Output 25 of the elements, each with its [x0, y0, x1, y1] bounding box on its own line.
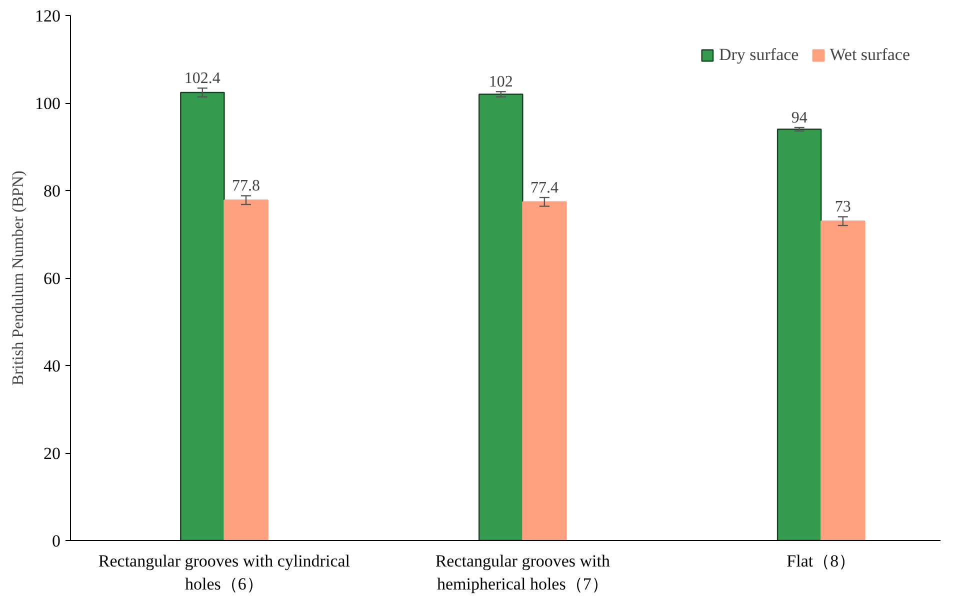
bar	[776, 128, 822, 540]
legend-label: Wet surface	[830, 45, 910, 65]
data-label: 102	[488, 73, 513, 90]
data-label: 94	[791, 109, 808, 126]
data-label: 102.4	[184, 70, 220, 87]
bar	[180, 92, 225, 540]
x-tick-label: Flat（8）	[786, 552, 856, 570]
y-tick-label: 40	[44, 356, 60, 376]
y-tick-label: 60	[44, 269, 60, 288]
y-tick-label: 120	[35, 6, 60, 26]
bar	[820, 220, 866, 540]
y-tick-label: 0	[52, 532, 60, 550]
x-tick-label: Rectangular grooves with cylindrical holes（6）	[98, 552, 350, 594]
bar	[224, 200, 268, 540]
x-tick-label: Rectangular grooves with hemipherical holes（7）	[435, 552, 610, 594]
bar	[478, 94, 524, 540]
data-label: 77.4	[530, 179, 558, 196]
y-tick-label: 80	[44, 182, 60, 200]
y-axis-title: British Pendulum Number (BPN)	[10, 170, 27, 386]
data-label: 73	[834, 198, 851, 216]
data-label: 77.8	[232, 178, 260, 194]
y-tick-label: 100	[35, 94, 60, 113]
y-tick-label: 20	[44, 444, 60, 463]
bar	[522, 201, 567, 540]
legend-label: Dry surface	[718, 45, 799, 65]
